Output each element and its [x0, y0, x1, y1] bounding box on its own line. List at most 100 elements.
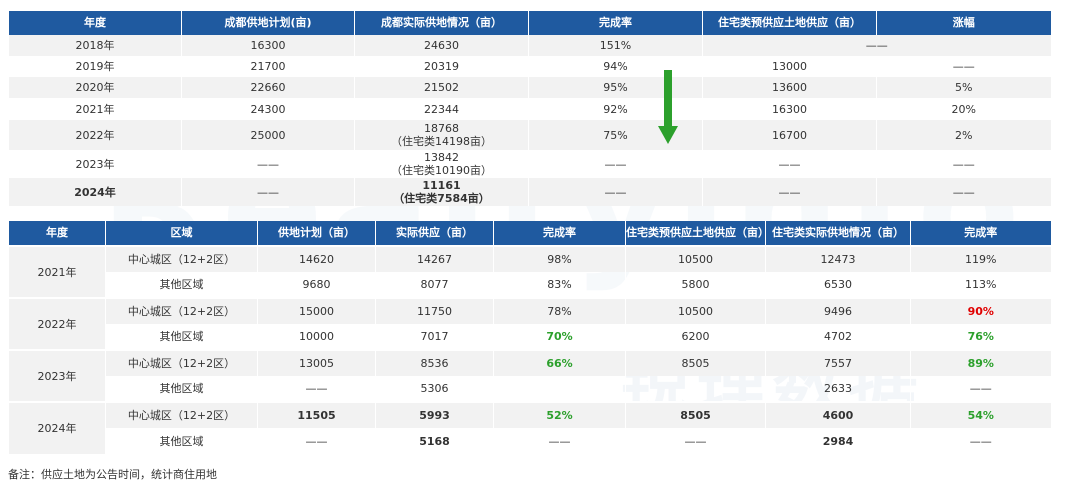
resi-actual-cell: 12473 — [765, 245, 911, 272]
col-year: 年度 — [8, 11, 182, 35]
actual-cell: 8536 — [375, 349, 494, 376]
actual-cell: 21502 — [354, 77, 529, 98]
rate-cell: 98% — [493, 245, 626, 272]
rate-cell: —— — [493, 428, 626, 454]
col-actual: 实际供应（亩） — [375, 221, 494, 246]
year-cell: 2024年 — [8, 178, 182, 206]
year-cell: 2021年 — [8, 98, 182, 120]
col-resi: 住宅类预供应土地供应（亩） — [702, 11, 877, 35]
region-cell: 其他区域 — [105, 428, 258, 454]
table-row: 其他区域 10000 7017 70% 6200 4702 76% — [9, 324, 1051, 350]
rate-cell: 75% — [528, 120, 703, 150]
growth-cell: 2% — [876, 120, 1051, 150]
year-cell: 2018年 — [8, 35, 182, 56]
plan-cell: 9680 — [257, 272, 376, 298]
actual-cell: 11161 （住宅类7584亩） — [354, 178, 529, 206]
resi-actual-cell: 7557 — [765, 349, 911, 376]
resi-pre-cell: 5800 — [625, 272, 766, 298]
growth-cell: 20% — [876, 98, 1051, 120]
plan-cell: 15000 — [257, 297, 376, 324]
col-actual: 成都实际供地情况（亩） — [354, 11, 529, 35]
plan-cell: 22660 — [181, 77, 355, 98]
actual-cell: 13842 （住宅类10190亩） — [354, 150, 529, 178]
plan-cell: 11505 — [257, 401, 376, 428]
rate-cell: 78% — [493, 297, 626, 324]
year-cell: 2022年 — [8, 297, 106, 350]
rate-cell: 66% — [493, 349, 626, 376]
region-cell: 中心城区（12+2区） — [105, 349, 258, 376]
col-resi-actual: 住宅类实际供地情况（亩） — [765, 221, 911, 246]
rate2-cell: 119% — [910, 245, 1051, 272]
actual-sub: （住宅类10190亩） — [391, 164, 492, 177]
table-row: 2021年 24300 22344 92% 16300 20% — [8, 98, 1051, 120]
rate-cell: 83% — [493, 272, 626, 298]
year-cell: 2024年 — [8, 401, 106, 454]
table-row: 2020年 22660 21502 95% 13600 5% — [8, 77, 1051, 98]
actual-cell: 8077 — [375, 272, 494, 298]
rate2-cell: 76% — [910, 324, 1051, 350]
rate2-cell: 90% — [910, 297, 1051, 324]
rate-cell: 52% — [493, 401, 626, 428]
region-cell: 中心城区（12+2区） — [105, 401, 258, 428]
actual-cell: 7017 — [375, 324, 494, 350]
plan-cell: 10000 — [257, 324, 376, 350]
year-cell: 2019年 — [8, 56, 182, 77]
col-region: 区域 — [105, 221, 258, 246]
year-cell: 2020年 — [8, 77, 182, 98]
rate-cell — [493, 376, 626, 402]
col-resi-pre: 住宅类预供应土地供应（亩） — [625, 221, 769, 246]
resi-cell: 13000 — [702, 56, 877, 77]
year-cell: 2023年 — [8, 349, 106, 402]
col-plan: 成都供地计划(亩) — [181, 11, 355, 35]
resi-cell: 13600 — [702, 77, 877, 98]
resi-actual-cell: 2633 — [765, 376, 911, 402]
actual-sub: （住宅类7584亩） — [393, 192, 490, 205]
table-row: 其他区域 —— 5168 —— —— 2984 —— — [9, 428, 1051, 454]
region-cell: 中心城区（12+2区） — [105, 297, 258, 324]
year-cell: 2021年 — [8, 245, 106, 298]
resi-pre-cell: —— — [625, 428, 766, 454]
table-row: 其他区域 9680 8077 83% 5800 6530 113% — [9, 272, 1051, 298]
growth-cell: 5% — [876, 77, 1051, 98]
table-row: 2024年 中心城区（12+2区） 11505 5993 52% 8505 46… — [8, 401, 1051, 454]
resi-actual-cell: 4600 — [765, 401, 911, 428]
resi-cell: —— — [702, 150, 877, 178]
col-rate2: 完成率 — [910, 221, 1051, 246]
rate-cell: —— — [528, 178, 703, 206]
actual-cell: 22344 — [354, 98, 529, 120]
resi-pre-cell: 8505 — [625, 349, 766, 376]
table1-header-row: 年度 成都供地计划(亩) 成都实际供地情况（亩） 完成率 住宅类预供应土地供应（… — [8, 11, 1051, 35]
resi-pre-cell: 8505 — [625, 401, 766, 428]
table-row: 2019年 21700 20319 94% 13000 —— — [8, 56, 1051, 77]
table-row: 2021年 中心城区（12+2区） 14620 14267 98% 10500 … — [8, 245, 1051, 298]
region-cell: 其他区域 — [105, 324, 258, 350]
growth-cell: —— — [876, 150, 1051, 178]
resi-pre-cell: 6200 — [625, 324, 766, 350]
footnote: 备注：供应土地为公告时间，统计商住用地 — [8, 468, 217, 481]
resi-pre-cell: 10500 — [625, 245, 766, 272]
actual-cell: 5306 — [375, 376, 494, 402]
resi-actual-cell: 6530 — [765, 272, 911, 298]
resi-actual-cell: 9496 — [765, 297, 911, 324]
plan-cell: 25000 — [181, 120, 355, 150]
table-row: 2023年 中心城区（12+2区） 13005 8536 66% 8505 75… — [8, 349, 1051, 402]
resi-actual-cell: 2984 — [765, 428, 911, 454]
resi-actual-cell: 4702 — [765, 324, 911, 350]
growth-cell: —— — [876, 56, 1051, 77]
plan-cell: —— — [181, 150, 355, 178]
rate-cell: 70% — [493, 324, 626, 350]
year-cell: 2023年 — [8, 150, 182, 178]
year-cell: 2022年 — [8, 120, 182, 150]
rate-cell: —— — [528, 150, 703, 178]
chengdu-land-supply-table: 年度 成都供地计划(亩) 成都实际供地情况（亩） 完成率 住宅类预供应土地供应（… — [8, 11, 1051, 206]
table-row: 其他区域 —— 5306 2633 —— — [9, 376, 1051, 402]
table-row: 2022年 25000 18768 （住宅类14198亩） 75% 16700 2… — [8, 120, 1051, 150]
actual-cell: 5993 — [375, 401, 494, 428]
plan-cell: 24300 — [181, 98, 355, 120]
rate2-cell: 54% — [910, 401, 1051, 428]
table-row: 2024年 —— 11161 （住宅类7584亩） —— —— —— — [8, 178, 1051, 206]
region-cell: 中心城区（12+2区） — [105, 245, 258, 272]
plan-cell: 14620 — [257, 245, 376, 272]
down-arrow-icon — [658, 70, 678, 144]
plan-cell: —— — [257, 428, 376, 454]
